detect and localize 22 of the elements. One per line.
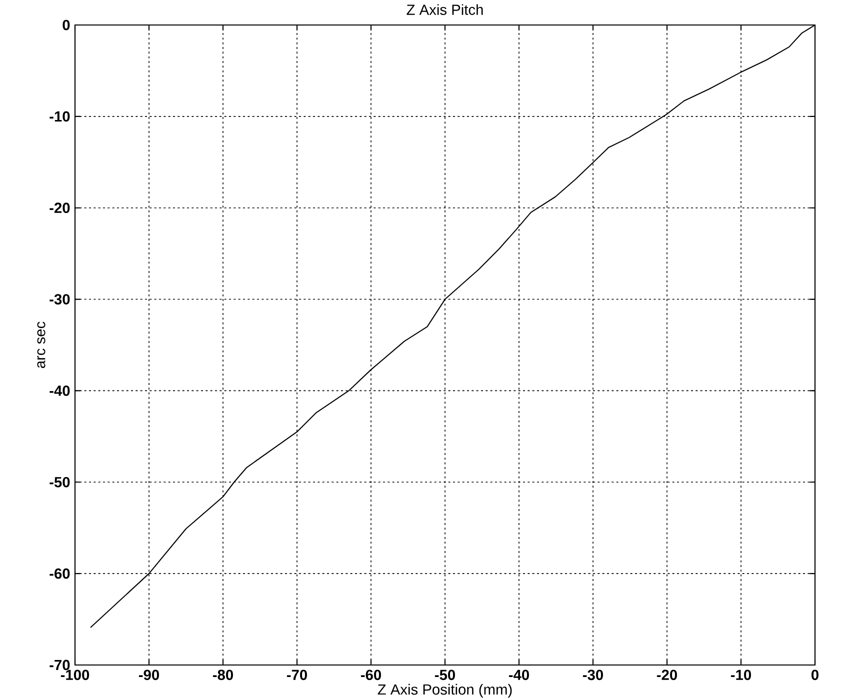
y-tick-label: -40 <box>50 386 70 396</box>
y-tick-label: -70 <box>50 660 70 670</box>
x-tick-label: -90 <box>138 670 159 680</box>
y-axis-title: arc sec <box>37 322 46 368</box>
x-tick-label: 0 <box>812 670 818 680</box>
x-tick-label: -70 <box>286 670 307 680</box>
y-tick-label: 0 <box>62 20 70 30</box>
x-tick-label: -80 <box>212 670 233 680</box>
x-tick-label: -20 <box>656 670 677 680</box>
x-tick-label: -60 <box>360 670 381 680</box>
x-tick-label: -10 <box>730 670 751 680</box>
y-tick-label: -30 <box>50 294 70 304</box>
y-tick-label: -20 <box>50 202 70 214</box>
x-tick-label: -100 <box>60 670 90 680</box>
y-tick-label: -10 <box>50 111 70 122</box>
x-tick-label: -50 <box>434 670 455 680</box>
chart-title: Z Axis Pitch <box>406 4 483 15</box>
y-tick-label: -50 <box>50 476 70 488</box>
y-tick-label: -60 <box>50 568 70 579</box>
x-tick-label: -40 <box>508 670 529 680</box>
x-axis-title: Z Axis Position (mm) <box>378 684 512 698</box>
x-tick-label: -30 <box>582 670 603 680</box>
